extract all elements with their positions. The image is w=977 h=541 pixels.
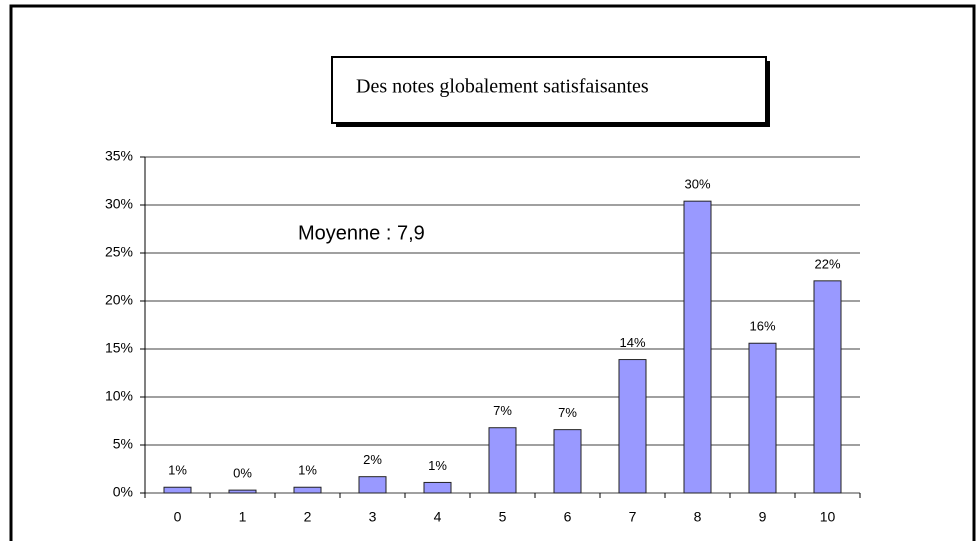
y-tick-label: 20% [105,292,133,308]
y-tick-label: 25% [105,244,133,260]
annotation: Moyenne : 7,9 [298,222,425,244]
bar [553,429,582,494]
y-tick-label: 0% [113,484,133,500]
x-tick-label: 6 [564,509,572,525]
x-tick-label: 3 [369,509,377,525]
bar [163,486,192,494]
x-tick-label: 2 [304,509,312,525]
data-label: 1% [298,463,317,478]
bar [228,489,257,494]
y-tick-label: 35% [105,148,133,164]
data-label: 7% [558,405,577,420]
x-tick-label: 8 [694,509,702,525]
data-label: 2% [363,452,382,467]
bar [488,427,517,494]
data-label: 14% [619,335,645,350]
x-tick-label: 7 [629,509,637,525]
x-tick-label: 0 [174,509,182,525]
bar [293,486,322,494]
y-tick-label: 10% [105,388,133,404]
x-tick-label: 4 [434,509,442,525]
data-label: 7% [493,403,512,418]
bar [683,200,712,494]
x-tick-label: 5 [499,509,507,525]
y-tick-label: 30% [105,196,133,212]
data-label: 1% [428,458,447,473]
data-label: 1% [168,463,187,478]
y-tick-label: 15% [105,340,133,356]
title-box [331,56,767,124]
x-tick-label: 9 [759,509,767,525]
data-label: 22% [814,256,840,271]
bar [813,280,842,494]
bar [618,359,647,494]
data-label: 30% [684,177,710,192]
chart-title: Des notes globalement satisfaisantes [356,76,649,98]
x-tick-label: 1 [239,509,247,525]
bar [358,476,387,494]
x-tick-label: 10 [820,509,836,525]
y-tick-label: 5% [113,436,133,452]
bar [748,342,777,494]
data-label: 0% [233,466,252,481]
bar [423,481,452,494]
data-label: 16% [749,319,775,334]
